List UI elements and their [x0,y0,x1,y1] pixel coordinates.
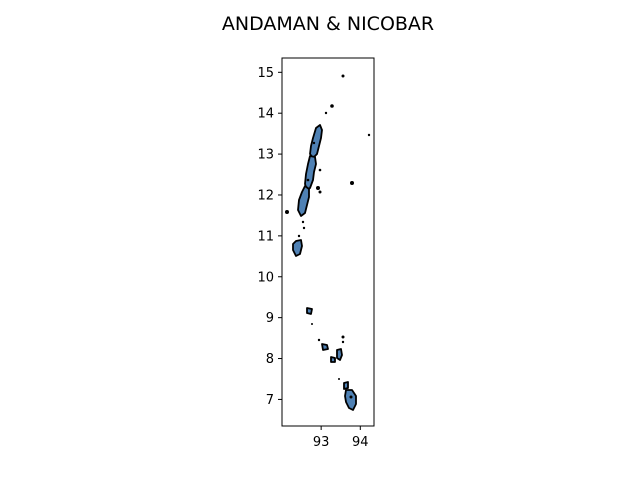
map-title: ANDAMAN & NICOBAR [222,13,434,35]
island-shape [304,155,317,191]
y-tick-label: 9 [266,311,274,326]
islet-shape [311,323,313,325]
y-tick-label: 8 [266,352,274,367]
islet-shape [330,104,334,108]
islet-shape [350,181,354,185]
islet-shape [318,168,322,172]
islet-shape [341,335,345,339]
island-shape [321,343,329,351]
y-tick-label: 7 [266,393,274,408]
y-tick-label: 10 [257,270,274,285]
island-shape [343,381,349,390]
islet-shape [349,395,353,399]
y-tick-label: 11 [257,229,274,244]
island-shape [336,348,343,361]
y-tick-label: 13 [257,148,274,163]
islet-shape [341,74,345,78]
axes-frame [281,57,375,427]
islet-shape [312,141,316,145]
island-shape [306,307,313,315]
y-tick-label: 14 [257,107,274,122]
islet-shape [301,220,305,224]
y-tick-label: 15 [257,66,274,81]
islet-shape [306,178,310,182]
island-shape [297,185,310,217]
x-tick-label: 93 [313,435,330,450]
y-tick-label: 12 [257,188,274,203]
island-shapes [285,74,371,411]
islet-shape [318,190,322,194]
island-shape [292,239,303,257]
islet-shape [341,340,345,344]
islet-shape [285,210,289,214]
island-shape [344,389,357,411]
y-axis: 7 8 9 10 11 12 13 14 15 [257,66,282,408]
x-tick-label: 94 [352,435,369,450]
islet-shape [324,111,328,115]
islet-shape [302,226,306,230]
islet-shape [317,338,321,342]
islet-shape [338,378,340,380]
islet-shape [297,234,301,238]
x-axis: 93 94 [313,426,369,450]
islet-shape [316,186,320,190]
island-shape [309,124,323,159]
islet-shape [367,133,371,137]
island-shape [330,356,336,363]
